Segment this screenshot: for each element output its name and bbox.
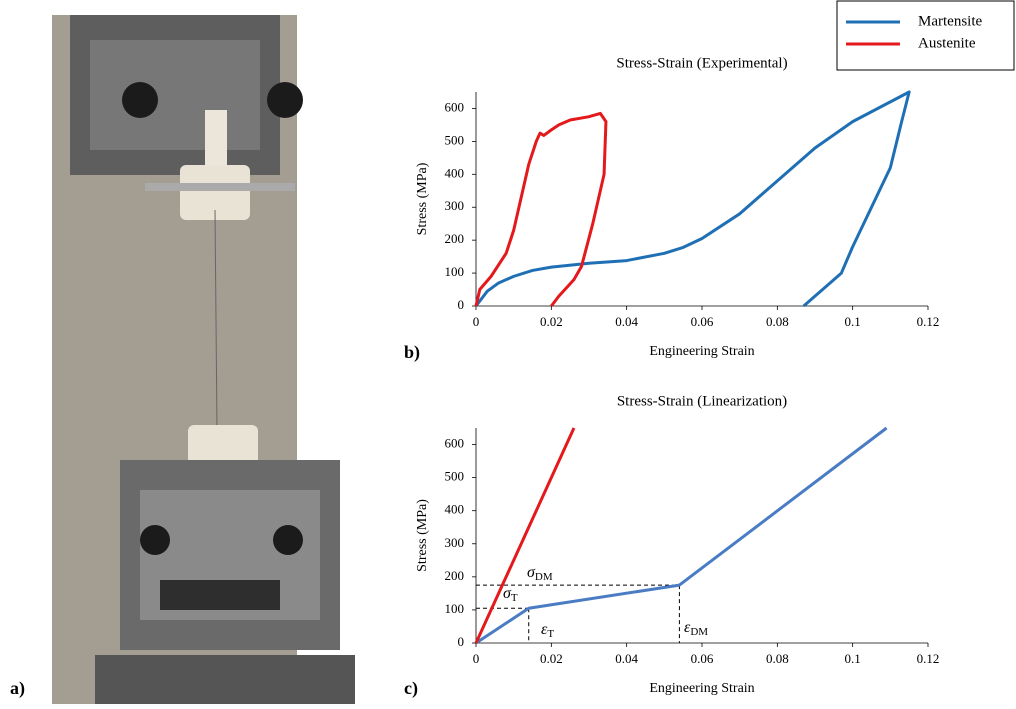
x-axis-label: Engineering Strain [649, 344, 754, 359]
annotation: σT [503, 585, 518, 604]
x-tick-label: 0.06 [691, 314, 714, 329]
x-tick-label: 0.04 [615, 651, 638, 666]
x-tick-label: 0.02 [540, 651, 563, 666]
annotation: εDM [684, 619, 708, 638]
annotation-subscript: T [547, 628, 554, 640]
photo [52, 15, 355, 704]
x-tick-label: 0.12 [917, 651, 940, 666]
x-tick-label: 0 [473, 314, 480, 329]
series-line [474, 427, 576, 644]
annotation-symbol: ε [541, 621, 548, 638]
annotation-subscript: DM [535, 571, 553, 583]
annotation-symbol: σ [527, 564, 536, 581]
x-tick-label: 0.04 [615, 314, 638, 329]
x-axis-label: Engineering Strain [649, 681, 754, 696]
annotation-symbol: ε [684, 619, 691, 636]
x-tick-label: 0.12 [917, 314, 940, 329]
y-tick-label: 500 [445, 469, 465, 484]
x-tick-label: 0.06 [691, 651, 714, 666]
annotation-subscript: DM [690, 626, 708, 638]
annotation-subscript: T [511, 592, 518, 604]
series-line [474, 111, 608, 307]
chart-title: Stress-Strain (Experimental) [616, 55, 787, 71]
annotation: σDM [527, 564, 553, 583]
y-tick-label: 600 [445, 436, 465, 451]
annotation: εT [541, 621, 554, 640]
x-tick-label: 0.08 [766, 314, 789, 329]
panel-label: a) [10, 678, 25, 699]
legend-label: Martensite [918, 13, 982, 29]
y-tick-label: 300 [445, 198, 465, 213]
panel-label: b) [404, 342, 420, 363]
annotation-symbol: σ [503, 585, 512, 602]
legend-label: Austenite [918, 35, 976, 51]
x-tick-label: 0.08 [766, 651, 789, 666]
y-tick-label: 0 [458, 634, 465, 649]
panel-label: c) [404, 678, 418, 699]
y-tick-label: 500 [445, 132, 465, 147]
legend-box [836, 0, 1015, 71]
y-tick-label: 100 [445, 601, 465, 616]
y-tick-label: 200 [445, 568, 465, 583]
x-tick-label: 0 [473, 651, 480, 666]
series-line [475, 426, 888, 645]
y-tick-label: 100 [445, 264, 465, 279]
x-tick-label: 0.1 [845, 314, 861, 329]
y-axis-label: Stress (MPa) [415, 499, 430, 572]
y-tick-label: 0 [458, 297, 465, 312]
y-tick-label: 400 [445, 502, 465, 517]
chart-title: Stress-Strain (Linearization) [617, 393, 787, 409]
y-tick-label: 600 [445, 99, 465, 114]
x-tick-label: 0.1 [845, 651, 861, 666]
series-line [474, 90, 911, 308]
x-tick-label: 0.02 [540, 314, 563, 329]
y-tick-label: 200 [445, 231, 465, 246]
y-tick-label: 300 [445, 535, 465, 550]
y-axis-label: Stress (MPa) [415, 162, 430, 235]
y-tick-label: 400 [445, 165, 465, 180]
